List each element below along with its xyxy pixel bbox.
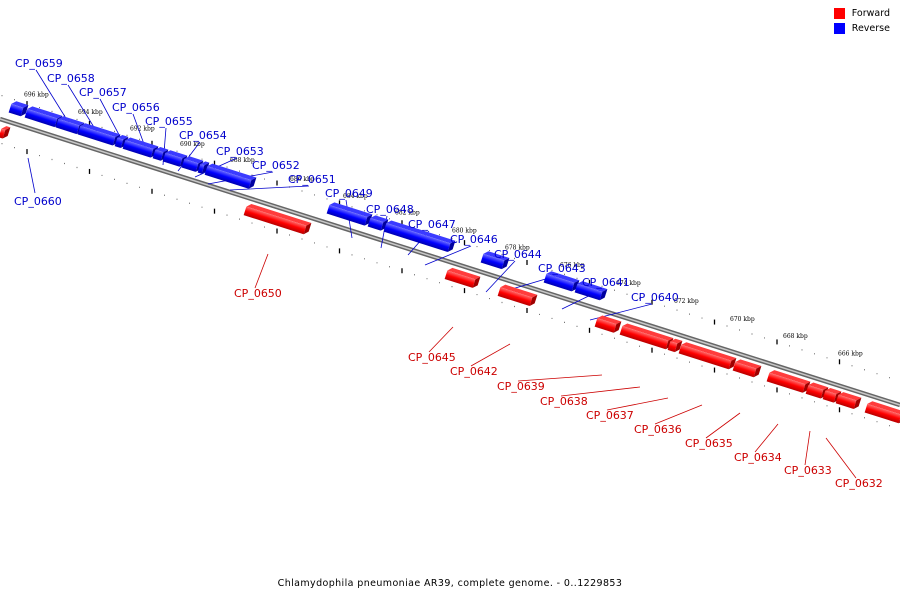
- scale-tick-label: 674 kbp: [616, 280, 641, 287]
- gene-label-cp-0633: CP_0633: [784, 464, 832, 477]
- scale-tick-label: 670 kbp: [730, 316, 755, 323]
- reverse-swatch-icon: [833, 23, 845, 34]
- gene-label-cp-0632: CP_0632: [835, 477, 883, 490]
- legend: Forward Reverse: [833, 8, 890, 38]
- legend-item-forward: Forward: [833, 8, 890, 19]
- legend-forward-label: Forward: [851, 8, 890, 19]
- leader-line: [27, 157, 36, 194]
- gene-label-cp-0660: CP_0660: [14, 195, 62, 208]
- gene-label-cp-0653: CP_0653: [216, 145, 264, 158]
- scale-tick-label: 678 kbp: [505, 244, 530, 251]
- forward-swatch-icon: [833, 8, 845, 19]
- gene-label-cp-0646: CP_0646: [450, 233, 498, 246]
- gene-label-cp-0638: CP_0638: [540, 395, 588, 408]
- gene-cp-0636[interactable]: [678, 341, 737, 370]
- leader-line: [705, 412, 741, 439]
- gene-label-cp-0654: CP_0654: [179, 129, 227, 142]
- gene-label-cp-0643: CP_0643: [538, 262, 586, 275]
- gene-cp-0661[interactable]: [0, 125, 11, 140]
- gene-features: [0, 100, 900, 424]
- leader-line: [606, 397, 669, 411]
- scale-tick-label: 696 kbp: [24, 92, 49, 99]
- gene-label-cp-0652: CP_0652: [252, 159, 300, 172]
- gene-label-cp-0656: CP_0656: [112, 101, 160, 114]
- gene-cp-0651[interactable]: [197, 160, 210, 175]
- leader-line: [517, 374, 603, 382]
- gene-cp-0642[interactable]: [497, 283, 538, 307]
- scale-tick-label: 682 kbp: [395, 210, 420, 217]
- scale-tick-label: 694 kbp: [78, 109, 103, 116]
- legend-reverse-label: Reverse: [851, 23, 890, 34]
- map-caption: Chlamydophila pneumoniae AR39, complete …: [277, 578, 623, 589]
- gene-label-cp-0641: CP_0641: [582, 276, 630, 289]
- gene-cp-0660[interactable]: [8, 100, 29, 117]
- gene-label-cp-0658: CP_0658: [47, 72, 95, 85]
- leader-line: [754, 423, 779, 453]
- legend-item-reverse: Reverse: [833, 23, 890, 34]
- gene-cp-0632b[interactable]: [822, 387, 842, 404]
- leader-line: [229, 185, 310, 191]
- genome-backbone: [0, 116, 900, 408]
- gene-cp-0637[interactable]: [667, 337, 683, 353]
- gene-cp-0641[interactable]: [543, 270, 580, 292]
- tick-marks: [1, 95, 890, 427]
- gene-cp-0634[interactable]: [766, 369, 811, 394]
- gene-label-cp-0642: CP_0642: [450, 365, 498, 378]
- leader-line: [428, 326, 454, 353]
- gene-cp-0655[interactable]: [122, 136, 159, 158]
- gene-label-cp-0647: CP_0647: [408, 218, 456, 231]
- gene-label-cp-0645: CP_0645: [408, 351, 456, 364]
- gene-cp-0632[interactable]: [835, 391, 862, 410]
- gene-cp-0654[interactable]: [152, 146, 169, 162]
- gene-cp-0648[interactable]: [367, 214, 389, 232]
- gene-cp-0640[interactable]: [574, 280, 608, 302]
- leader-line: [560, 386, 641, 397]
- gene-label-cp-0636: CP_0636: [634, 423, 682, 436]
- gene-label-cp-0648: CP_0648: [366, 203, 414, 216]
- scale-tick-label: 680 kbp: [452, 228, 477, 235]
- scale-tick-label: 666 kbp: [838, 350, 863, 357]
- gene-label-cp-0650: CP_0650: [234, 287, 282, 300]
- gene-cp-0635[interactable]: [732, 358, 762, 378]
- gene-label-cp-0644: CP_0644: [494, 248, 542, 261]
- scale-tick-label: 672 kbp: [674, 298, 699, 305]
- gene-label-cp-0640: CP_0640: [631, 291, 679, 304]
- scale-tick-label: 692 kbp: [130, 125, 155, 132]
- gene-cp-0650[interactable]: [243, 203, 312, 236]
- gene-cp-0639[interactable]: [594, 314, 622, 334]
- gene-cp-0647[interactable]: [383, 219, 456, 253]
- leader-line: [825, 437, 857, 479]
- gene-cp-0644[interactable]: [480, 250, 510, 270]
- gene-label-cp-0651: CP_0651: [288, 173, 336, 186]
- gene-label-cp-0635: CP_0635: [685, 437, 733, 450]
- gene-label-cp-0634: CP_0634: [734, 451, 782, 464]
- gene-labels: CP_0660CP_0659CP_0658CP_0657CP_0656CP_06…: [14, 57, 883, 490]
- leader-line: [485, 260, 516, 293]
- scale-tick-label: 686 kbp: [290, 176, 315, 183]
- gene-label-cp-0655: CP_0655: [145, 115, 193, 128]
- gene-cp-0649[interactable]: [326, 201, 373, 227]
- scale-tick-label: 688 kbp: [230, 157, 255, 164]
- scale-tick-label: 668 kbp: [783, 333, 808, 340]
- gene-label-cp-0657: CP_0657: [79, 86, 127, 99]
- scale-tick-label: 684 kbp: [343, 193, 368, 200]
- leader-line: [254, 253, 269, 289]
- gene-label-cp-0649: CP_0649: [325, 187, 373, 200]
- gene-cp-0631[interactable]: [864, 400, 900, 424]
- gene-label-cp-0639: CP_0639: [497, 380, 545, 393]
- scale-tick-label: 676 kbp: [560, 262, 585, 269]
- leader-line: [804, 430, 811, 466]
- leader-line: [424, 245, 472, 266]
- scale-tick-label: 690 kbp: [180, 141, 205, 148]
- gene-label-cp-0659: CP_0659: [15, 57, 63, 70]
- leader-line: [654, 404, 703, 425]
- gene-label-cp-0637: CP_0637: [586, 409, 634, 422]
- gene-cp-0651b[interactable]: [204, 162, 257, 190]
- leader-line: [470, 343, 511, 367]
- scale-labels: 696 kbp 694 kbp 692 kbp 690 kbp 688 kbp 686 k…: [24, 92, 863, 358]
- gene-cp-0645[interactable]: [444, 267, 481, 289]
